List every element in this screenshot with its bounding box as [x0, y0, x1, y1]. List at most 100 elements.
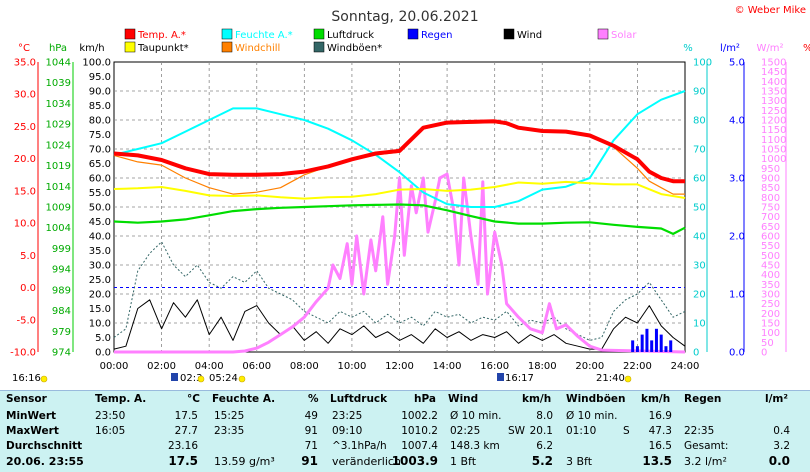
solar_wm2-tick-label: 100 [761, 328, 780, 339]
rain_lm2-tick-label: 1.0 [729, 290, 745, 301]
gust-value: 47.3 [648, 425, 672, 437]
x-tick-label: 16:00 [480, 361, 509, 372]
rain-bar [669, 340, 673, 352]
rain-value: 0.0 [768, 454, 790, 468]
humidity-time: 15:25 [214, 410, 245, 422]
header-wind-unit: km/h [522, 393, 552, 405]
sun-icon [197, 375, 205, 383]
temp-axis-unit: °C [18, 43, 30, 54]
humidity_pct-tick-label: 80 [693, 116, 706, 127]
x-tick-label: 06:00 [242, 361, 271, 372]
wind-label: 1 Bft [450, 455, 477, 468]
rain_lm2-tick-label: 3.0 [729, 174, 745, 185]
x-tick-label: 12:00 [385, 361, 414, 372]
wind_kmh-tick-label: 5.0 [95, 333, 111, 344]
solar_wm2-tick-label: 0 [761, 348, 767, 359]
legend-label: Temp. A.* [137, 30, 186, 41]
humidity-value: 71 [304, 440, 318, 452]
series-line-taupunkt- [113, 180, 686, 200]
legend-swatch [313, 28, 325, 40]
solar_wm2-tick-label: 950 [761, 164, 780, 175]
extra-axis-unit: % [803, 43, 810, 54]
header-gust-unit: km/h [641, 393, 671, 405]
x-tick-label: 00:00 [100, 361, 129, 372]
header-rain-unit: l/m² [765, 393, 788, 405]
legend-label: Taupunkt* [137, 43, 189, 54]
humidity-value: 49 [304, 410, 318, 422]
temp_c-tick-label: 10.0 [14, 219, 36, 230]
humidity-value: 91 [301, 454, 318, 468]
row-label: MaxWert [6, 425, 59, 437]
pressure-time: veränderlich [332, 455, 401, 468]
pressure_hpa-tick-label: 999 [52, 244, 71, 255]
pressure_hpa-tick-label: 1034 [46, 99, 71, 110]
rain-bar [654, 328, 658, 352]
gust-value: 13.5 [642, 454, 672, 468]
series-line-solar [114, 172, 686, 354]
stats-table: Sensor Temp. A. °C Feuchte A. % Luftdruc… [0, 390, 810, 472]
pressure-axis-unit: hPa [49, 43, 67, 54]
header-gust: Windböen [566, 393, 626, 405]
x-tick-label: 10:00 [338, 361, 367, 372]
x-tick-label: 02:00 [147, 361, 176, 372]
legend-swatch [124, 41, 136, 53]
weather-chart: Sonntag, 20.06.2021 © Weber Mike Temp. A… [10, 5, 810, 384]
series-group [113, 90, 686, 354]
temp-value: 17.5 [168, 454, 198, 468]
header-sensor: Sensor [6, 393, 47, 405]
temp-value: 17.5 [174, 410, 198, 422]
table-row: 20.06. 23:55 17.5 13.59 g/m³ 91 veränderlich… [0, 454, 810, 469]
rain_lm2-tick-label: 4.0 [729, 116, 745, 127]
legend-swatch [221, 28, 233, 40]
humidity_pct-tick-label: 70 [693, 145, 706, 156]
pressure_hpa-tick-label: 979 [52, 327, 71, 338]
legend-label: Feuchte A.* [235, 30, 293, 41]
solar_wm2-tick-label: 350 [761, 280, 780, 291]
series-line-temp-a- [113, 119, 685, 184]
humidity-value: 91 [304, 425, 318, 437]
solar_wm2-tick-label: 900 [761, 174, 780, 185]
solar_wm2-tick-label: 400 [761, 270, 780, 281]
solar_wm2-tick-label: 1500 [761, 58, 786, 69]
rain-bar [650, 340, 654, 352]
chart-title: Sonntag, 20.06.2021 [331, 9, 478, 25]
wind_kmh-tick-label: 85.0 [89, 101, 111, 112]
solar_wm2-tick-label: 1150 [761, 125, 786, 136]
x-tick-label: 20:00 [575, 361, 604, 372]
solar_wm2-tick-label: 450 [761, 261, 780, 272]
legend-swatch [503, 28, 515, 40]
wind_kmh-tick-label: 15.0 [89, 304, 111, 315]
rain-bar [635, 346, 639, 352]
pressure-value: 1002.2 [401, 410, 438, 422]
series-line-wind [113, 299, 686, 350]
solar_wm2-tick-label: 50 [761, 338, 774, 349]
wind-label: 02:25 [450, 425, 481, 437]
wind_kmh-tick-label: 70.0 [89, 145, 111, 156]
pressure-value: 1010.2 [401, 425, 438, 437]
humidity-time: 13.59 g/m³ [214, 455, 275, 468]
x-tick-label: 22:00 [623, 361, 652, 372]
solar_wm2-tick-label: 700 [761, 212, 780, 223]
x-tick-label: 08:00 [290, 361, 319, 372]
brand-label: © Weber Mike [735, 5, 806, 16]
pressure_hpa-tick-label: 1029 [46, 120, 71, 131]
legend-label: Windchill [235, 43, 280, 54]
solar_wm2-tick-label: 1000 [761, 154, 786, 165]
pressure_hpa-tick-label: 1004 [46, 223, 71, 234]
pressure_hpa-tick-label: 994 [52, 265, 71, 276]
rain-label: 3.2 l/m² [684, 455, 727, 468]
wind-axis-unit: km/h [79, 43, 104, 54]
gust-value: 16.5 [648, 440, 672, 452]
legend-label: Windböen* [327, 43, 382, 54]
wind-label: Ø 10 min. [450, 410, 502, 422]
y-axis-ticks: 35.0 30.0 25.0 20.0 15.0 10.0 5.0 0.0 -5.0 -10.0 1… [10, 58, 786, 359]
legend-swatch [597, 28, 609, 40]
wind_kmh-tick-label: 90.0 [89, 87, 111, 98]
humidity_pct-tick-label: 20 [693, 290, 706, 301]
sun-icon [624, 375, 632, 383]
solar_wm2-tick-label: 250 [761, 299, 780, 310]
row-label: MinWert [6, 410, 57, 422]
table-row: MaxWert 16:05 27.7 23:35 91 09:10 1010.2 02:25 S… [0, 424, 810, 439]
temp-value: 27.7 [174, 425, 198, 437]
legend-swatch [407, 28, 419, 40]
